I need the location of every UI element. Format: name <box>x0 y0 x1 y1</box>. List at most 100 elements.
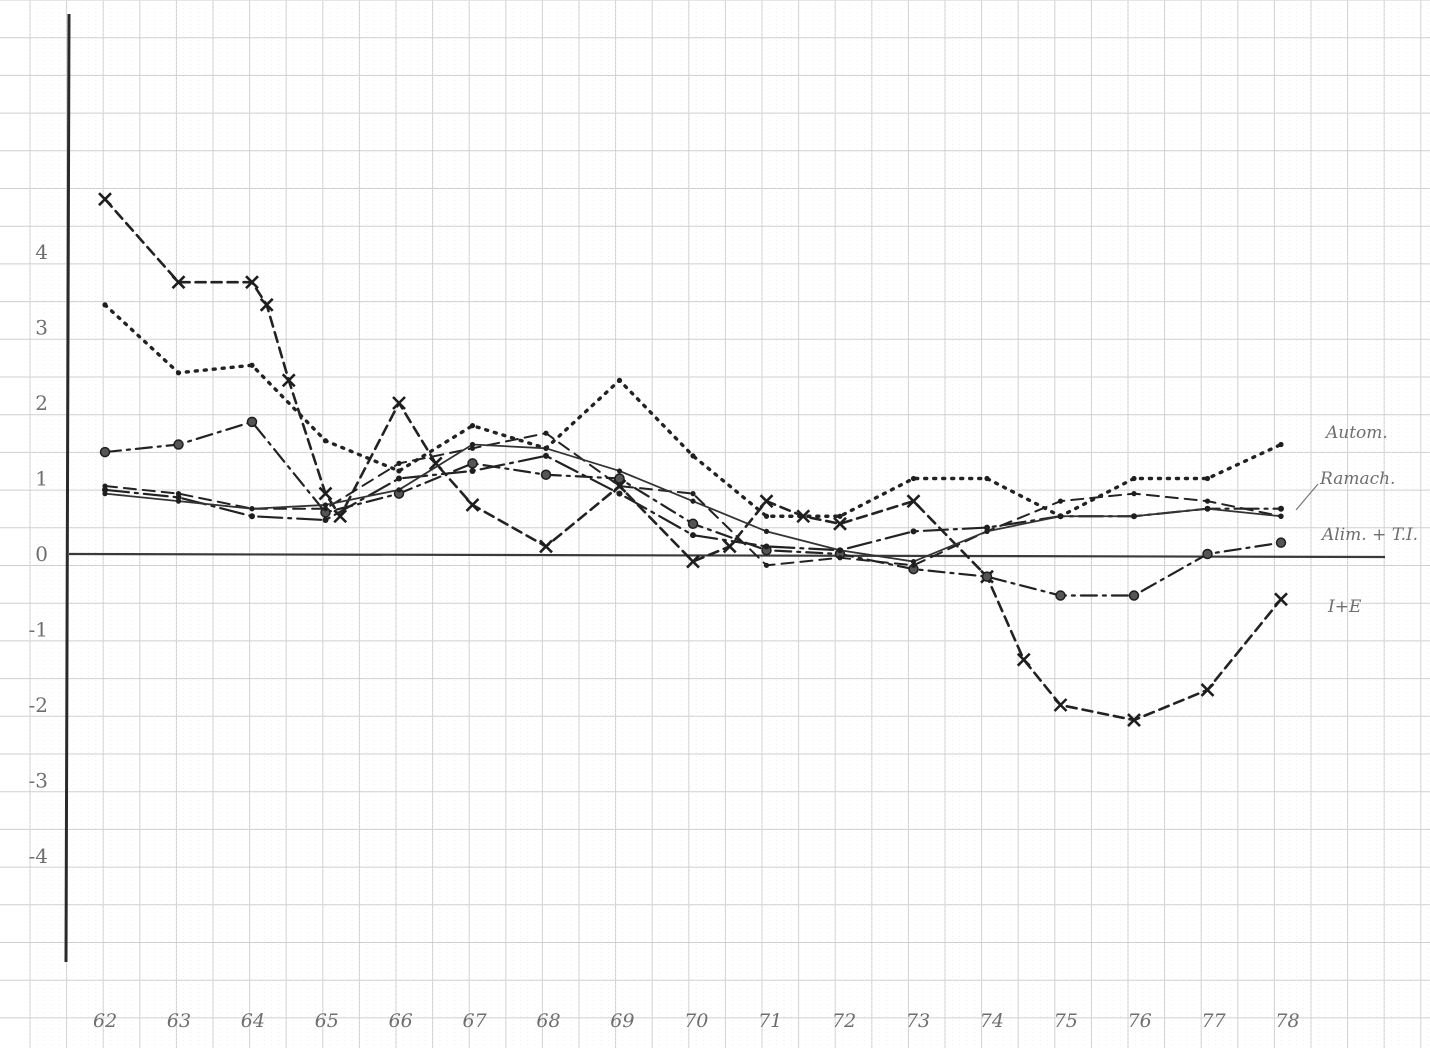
series-group <box>98 192 1288 728</box>
series-label-autom: Autom. <box>1324 423 1388 443</box>
data-point <box>102 302 108 308</box>
data-point-circle <box>687 518 699 530</box>
x-tick-label: 68 <box>536 1010 560 1032</box>
data-point-circle <box>246 416 258 428</box>
data-point-cross <box>98 192 112 207</box>
data-point <box>1131 491 1137 497</box>
data-point-circle <box>540 469 552 480</box>
data-point <box>396 487 402 493</box>
data-point <box>102 491 108 497</box>
data-point <box>469 445 476 451</box>
data-point-circle <box>1128 590 1140 601</box>
data-point <box>837 513 843 519</box>
data-point-dot <box>175 494 182 501</box>
data-point <box>690 498 696 504</box>
data-point-cross <box>465 498 480 512</box>
series-ramach <box>102 430 1284 568</box>
series-label-alim-t-i: Alim. + T.I. <box>1320 525 1418 545</box>
data-point-dot <box>1278 505 1284 512</box>
data-point-circle <box>173 439 184 450</box>
y-tick-label: 2 <box>35 391 48 415</box>
data-point <box>1057 498 1064 504</box>
data-point-cross <box>1200 682 1215 697</box>
series-line <box>103 197 1283 722</box>
data-point <box>763 562 770 568</box>
x-tick-label: 64 <box>241 1010 265 1032</box>
data-point-cross <box>281 373 296 388</box>
data-point-cross <box>759 494 774 509</box>
x-tick-label: 66 <box>389 1010 413 1032</box>
data-point-dot <box>249 513 255 520</box>
data-point <box>469 423 476 429</box>
data-point <box>910 475 917 482</box>
data-point <box>910 558 917 565</box>
data-point <box>543 430 549 436</box>
x-axis-zero-line <box>68 552 1386 559</box>
data-point-circle <box>981 571 993 582</box>
series-i-e <box>98 192 1288 728</box>
data-point <box>249 506 255 512</box>
series-unlabeled-5 <box>102 441 1284 565</box>
y-tick-label: -4 <box>29 844 48 868</box>
data-point-dot <box>763 543 770 550</box>
data-point-dot <box>616 490 623 497</box>
data-point-cross <box>428 456 443 471</box>
data-point <box>1131 475 1137 482</box>
x-tick-label: 74 <box>980 1010 1004 1032</box>
y-tick-label: -1 <box>29 618 48 642</box>
data-point <box>469 441 476 448</box>
data-point-dot <box>910 528 917 535</box>
data-point <box>1278 441 1284 448</box>
data-point <box>763 513 770 519</box>
data-point <box>322 502 329 508</box>
y-tick-label: 1 <box>35 467 48 491</box>
data-point-cross <box>1127 713 1141 728</box>
data-point <box>322 506 329 512</box>
x-tick-label: 67 <box>463 1010 488 1032</box>
label-leader-line <box>1295 483 1319 511</box>
data-point <box>175 370 182 376</box>
data-point-dot <box>469 467 476 474</box>
series-label-ramach: Ramach. <box>1319 469 1395 489</box>
x-tick-label: 75 <box>1054 1010 1078 1032</box>
y-tick-label: 3 <box>35 316 48 340</box>
data-point-cross <box>1053 698 1068 712</box>
data-point-cross <box>539 539 553 554</box>
series-line <box>103 303 1283 518</box>
data-point-cross <box>245 275 259 290</box>
data-point <box>910 562 917 568</box>
data-point-circle <box>467 458 478 469</box>
data-point <box>1131 513 1137 519</box>
data-point <box>616 377 623 383</box>
data-point <box>690 491 696 497</box>
y-axis-line <box>64 13 71 963</box>
data-point <box>1204 498 1211 504</box>
x-tick-label: 65 <box>315 1010 339 1032</box>
data-point-dot <box>543 452 549 459</box>
data-point-circle <box>99 446 111 458</box>
data-point-cross <box>1274 592 1288 607</box>
data-point <box>175 498 182 504</box>
x-tick-label: 71 <box>758 1010 782 1032</box>
axes <box>64 13 1386 963</box>
data-point <box>396 460 402 466</box>
data-point <box>837 547 843 553</box>
data-point-cross <box>318 486 333 501</box>
x-tick-label: 72 <box>832 1010 856 1032</box>
data-point <box>763 528 770 534</box>
data-point <box>249 362 255 368</box>
data-point <box>616 483 623 489</box>
y-tick-label: 4 <box>35 240 48 264</box>
data-point-cross <box>333 509 348 524</box>
data-point <box>1204 475 1211 482</box>
series-autom <box>102 302 1284 519</box>
data-point-circle <box>614 473 625 484</box>
series-label-i-e: I+E <box>1327 597 1362 617</box>
data-point-cross <box>259 297 274 312</box>
data-point <box>322 438 329 444</box>
data-point-cross <box>833 516 847 531</box>
data-point-circle <box>1055 590 1066 601</box>
data-point <box>984 475 990 482</box>
